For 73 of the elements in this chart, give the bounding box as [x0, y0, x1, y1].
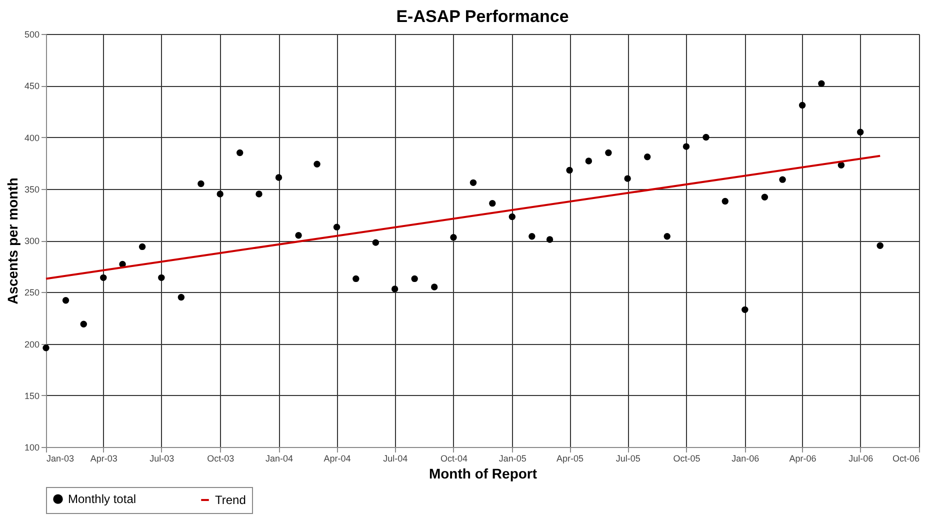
- legend-label: Trend: [215, 493, 246, 507]
- point: [528, 233, 536, 240]
- x-tick-label: Jul-04: [383, 454, 408, 464]
- point: [644, 154, 651, 160]
- point: [566, 166, 573, 174]
- point: [158, 274, 165, 282]
- point: [42, 344, 50, 352]
- point: [779, 176, 786, 183]
- y-tick-label: 300: [24, 236, 40, 246]
- point: [489, 200, 496, 207]
- y-tick-label: 150: [24, 390, 40, 401]
- y-tick-label: 100: [24, 442, 40, 452]
- point: [508, 213, 516, 220]
- point: [450, 234, 457, 241]
- x-tick-label: Oct-05: [673, 454, 700, 464]
- x-tick-label: Jan-06: [732, 454, 760, 464]
- point: [100, 274, 107, 282]
- point: [470, 179, 477, 186]
- point: [216, 190, 224, 198]
- y-tick-label: 450: [24, 81, 40, 92]
- y-tick-label: 350: [24, 184, 40, 194]
- x-tick-label: Jul-05: [616, 454, 640, 464]
- y-tick-label: 250: [24, 288, 40, 298]
- point: [605, 149, 612, 156]
- point: [62, 297, 70, 304]
- point: [236, 149, 244, 156]
- point: [818, 80, 825, 87]
- x-tick-label: Oct-04: [440, 454, 468, 464]
- point: [722, 198, 728, 205]
- y-tick-label: 500: [24, 30, 40, 40]
- point: [856, 128, 864, 136]
- point: [333, 224, 340, 230]
- x-tick-label: Oct-03: [207, 454, 234, 464]
- x-tick-label: Jul-03: [150, 454, 174, 464]
- x-tick-label: Apr-06: [789, 454, 816, 464]
- point: [876, 242, 884, 250]
- point: [295, 232, 302, 239]
- point: [372, 239, 380, 246]
- y-axis-title: Ascents per month: [4, 178, 20, 304]
- point: [664, 233, 670, 240]
- point: [546, 236, 554, 243]
- point: [138, 243, 146, 250]
- point: [702, 134, 710, 141]
- point: [411, 275, 418, 282]
- point: [761, 194, 768, 200]
- x-tick-label: Apr-05: [556, 454, 584, 464]
- point: [256, 190, 262, 198]
- x-axis-title: Month of Report: [428, 466, 538, 482]
- point: [585, 158, 592, 164]
- point: [178, 294, 185, 301]
- chart-title: E-ASAP Performance: [396, 7, 569, 26]
- point: [198, 180, 204, 188]
- point: [431, 284, 438, 290]
- point: [798, 102, 806, 109]
- point: [838, 162, 845, 168]
- x-tick-label: Jan-05: [498, 454, 526, 464]
- point: [682, 143, 690, 150]
- x-tick-label: Jan-03: [46, 454, 74, 464]
- y-tick-label: 200: [24, 339, 40, 350]
- x-tick-label: Oct-06: [892, 454, 920, 464]
- x-tick-label: Apr-03: [90, 454, 118, 464]
- x-tick-label: Jan-04: [265, 454, 294, 464]
- point: [275, 174, 282, 181]
- legend-label: Monthly total: [68, 492, 136, 506]
- point: [742, 306, 748, 314]
- point: [314, 160, 320, 168]
- x-tick-label: Apr-04: [324, 454, 351, 464]
- point: [391, 286, 398, 292]
- point: [624, 175, 631, 182]
- x-tick-label: Jul-06: [848, 454, 874, 464]
- point: [352, 275, 360, 282]
- point: [80, 320, 87, 328]
- y-tick-label: 400: [24, 132, 40, 143]
